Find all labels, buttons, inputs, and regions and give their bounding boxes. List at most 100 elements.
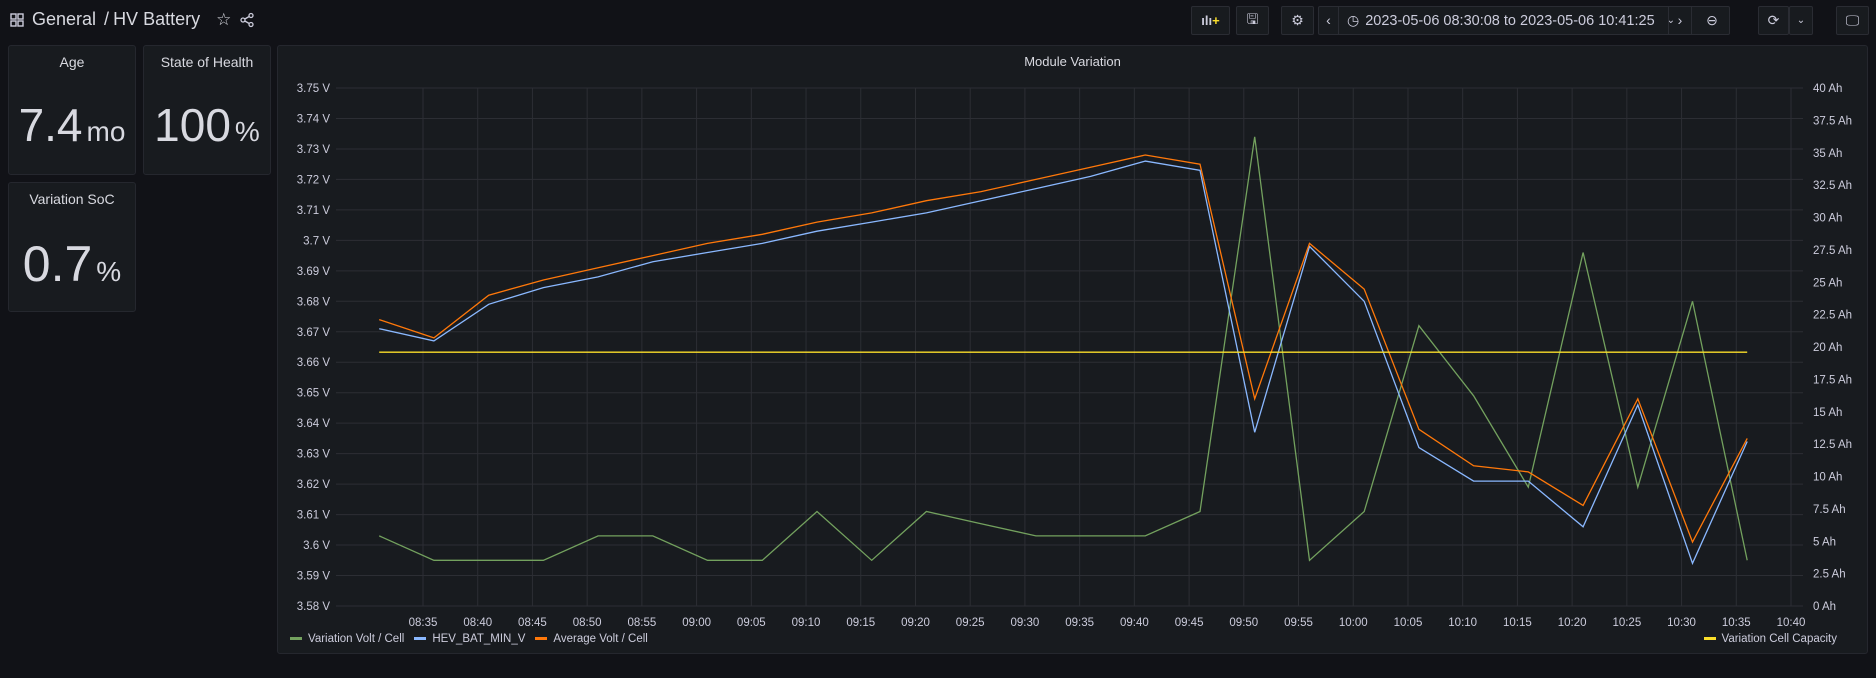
refresh-icon: ⟳ <box>1767 12 1780 28</box>
y-left-tick-label: 3.75 V <box>297 83 331 95</box>
module-variation-chart[interactable]: 3.58 V 3.59 V 3.6 V 3.61 V 3.62 V 3.63 V 3.64 … <box>278 46 1869 655</box>
y-right-tick-label: 17.5 Ah <box>1813 374 1852 386</box>
legend-item[interactable]: HEV_BAT_MIN_V <box>414 633 525 645</box>
zoom-out-icon[interactable]: ⊖ <box>1706 12 1718 28</box>
tv-mode-button[interactable]: 🖵 <box>1836 6 1869 35</box>
legend-label: HEV_BAT_MIN_V <box>432 633 526 645</box>
x-tick-label: 08:55 <box>627 617 656 629</box>
x-tick-label: 10:05 <box>1394 617 1423 629</box>
breadcrumb: General / HV Battery ☆ <box>10 9 255 30</box>
chevron-down-icon: ⌄ <box>1796 15 1806 26</box>
x-tick-label: 08:45 <box>518 617 547 629</box>
x-tick-label: 09:55 <box>1284 617 1313 629</box>
folder-link[interactable]: General <box>32 9 97 29</box>
legend-item[interactable]: Average Volt / Cell <box>535 633 648 645</box>
x-tick-label: 09:50 <box>1229 617 1258 629</box>
x-tick-label: 10:25 <box>1612 617 1641 629</box>
y-right-tick-label: 27.5 Ah <box>1813 245 1852 257</box>
stat-value: 0.7% <box>9 235 135 293</box>
legend-label: Variation Volt / Cell <box>308 633 405 645</box>
x-tick-label: 08:35 <box>409 617 438 629</box>
x-tick-label: 09:40 <box>1120 617 1149 629</box>
dashboard-settings-button[interactable]: ⚙ <box>1281 6 1314 35</box>
stat-panel-state-of-health: State of Health 100% <box>143 45 271 175</box>
x-tick-label: 09:45 <box>1175 617 1204 629</box>
x-tick-label: 10:15 <box>1503 617 1532 629</box>
x-tick-label: 09:15 <box>846 617 875 629</box>
series-line-variation-volt-cell <box>378 136 1748 562</box>
y-right-tick-label: 25 Ah <box>1813 277 1842 289</box>
clock-icon: ◷ <box>1347 12 1360 28</box>
y-right-tick-label: 37.5 Ah <box>1813 115 1852 127</box>
y-right-tick-label: 20 Ah <box>1813 342 1842 354</box>
y-left-tick-label: 3.63 V <box>297 449 331 461</box>
x-tick-label: 09:10 <box>792 617 821 629</box>
y-left-tick-label: 3.61 V <box>297 510 331 522</box>
x-tick-label: 09:00 <box>682 617 711 629</box>
dashboards-grid-icon[interactable] <box>10 12 24 27</box>
stat-value: 7.4 mo <box>9 98 135 152</box>
x-tick-label: 09:20 <box>901 617 930 629</box>
dashboard-title[interactable]: HV Battery <box>113 9 201 29</box>
y-right-tick-label: 10 Ah <box>1813 472 1842 484</box>
x-tick-label: 10:10 <box>1448 617 1477 629</box>
y-left-tick-label: 3.74 V <box>297 113 331 125</box>
x-tick-label: 10:35 <box>1722 617 1751 629</box>
stat-panel-variation-soc: Variation SoC 0.7% <box>8 182 136 312</box>
x-tick-label: 09:30 <box>1011 617 1040 629</box>
y-left-tick-label: 3.58 V <box>297 601 331 613</box>
time-range-picker[interactable]: 2023-05-06 08:30:08 to 2023-05-06 10:41:… <box>1365 12 1655 29</box>
legend-item[interactable]: Variation Cell Capacity <box>1703 633 1837 645</box>
y-right-tick-label: 22.5 Ah <box>1813 310 1852 322</box>
y-left-tick-label: 3.66 V <box>297 357 331 369</box>
y-left-tick-label: 3.73 V <box>297 144 331 156</box>
y-left-tick-label: 3.6 V <box>303 540 330 552</box>
x-tick-label: 10:30 <box>1667 617 1696 629</box>
dashboard-header: General / HV Battery ☆ ılı+ 🖫 ⚙ ‹ ◷ 2023… <box>0 0 1876 42</box>
chevron-down-icon[interactable]: ⌄ <box>1666 15 1676 26</box>
stat-value: 100% <box>144 98 270 152</box>
refresh-button[interactable]: ⟳ <box>1758 6 1789 35</box>
refresh-interval-dropdown[interactable]: ⌄ <box>1789 6 1813 35</box>
x-tick-label: 09:05 <box>737 617 766 629</box>
chart-title: Module Variation <box>1024 54 1121 69</box>
legend-label: Variation Cell Capacity <box>1721 633 1837 645</box>
gear-icon: ⚙ <box>1291 12 1304 28</box>
y-right-tick-label: 15 Ah <box>1813 407 1842 419</box>
share-icon[interactable] <box>239 12 255 28</box>
y-right-tick-label: 30 Ah <box>1813 213 1842 225</box>
legend-item[interactable]: Variation Volt / Cell <box>290 633 404 645</box>
y-left-tick-label: 3.67 V <box>297 327 331 339</box>
legend-right: Variation Cell Capacity <box>1703 633 1837 645</box>
y-left-tick-label: 3.65 V <box>297 388 331 400</box>
y-left-tick-label: 3.64 V <box>297 418 331 430</box>
value: 7.4 <box>18 99 83 151</box>
add-panel-button[interactable]: ılı+ <box>1191 6 1230 35</box>
series-line-average-volt-cell <box>378 154 1748 544</box>
stat-panel-age: Age 7.4 mo <box>8 45 136 175</box>
unit: mo <box>86 116 126 147</box>
monitor-icon: 🖵 <box>1845 12 1860 28</box>
y-right-tick-label: 35 Ah <box>1813 148 1842 160</box>
panel-title: Variation SoC <box>29 191 115 207</box>
save-dashboard-button[interactable]: 🖫 <box>1236 6 1269 35</box>
star-icon[interactable]: ☆ <box>216 9 232 29</box>
time-back-button[interactable]: ‹ <box>1319 7 1339 34</box>
y-left-tick-label: 3.7 V <box>303 235 330 247</box>
add-panel-icon: ılı+ <box>1201 13 1220 28</box>
time-range-group: ‹ ◷ 2023-05-06 08:30:08 to 2023-05-06 10… <box>1318 6 1730 35</box>
series-line-hev-bat-min-v <box>379 160 1748 566</box>
x-tick-label: 10:40 <box>1777 617 1806 629</box>
y-right-tick-label: 5 Ah <box>1813 536 1836 548</box>
x-tick-label: 09:25 <box>956 617 985 629</box>
save-icon: 🖫 <box>1246 10 1259 27</box>
x-tick-label: 08:40 <box>463 617 492 629</box>
time-forward-button[interactable]: › <box>1668 7 1692 34</box>
unit: % <box>234 116 260 147</box>
legend-left: Variation Volt / Cell HEV_BAT_MIN_V Aver… <box>290 633 648 645</box>
y-right-tick-label: 32.5 Ah <box>1813 180 1852 192</box>
x-tick-label: 10:00 <box>1339 617 1368 629</box>
panel-title: Age <box>59 54 85 70</box>
x-tick-label: 09:35 <box>1065 617 1094 629</box>
breadcrumb-separator: / <box>104 9 110 29</box>
